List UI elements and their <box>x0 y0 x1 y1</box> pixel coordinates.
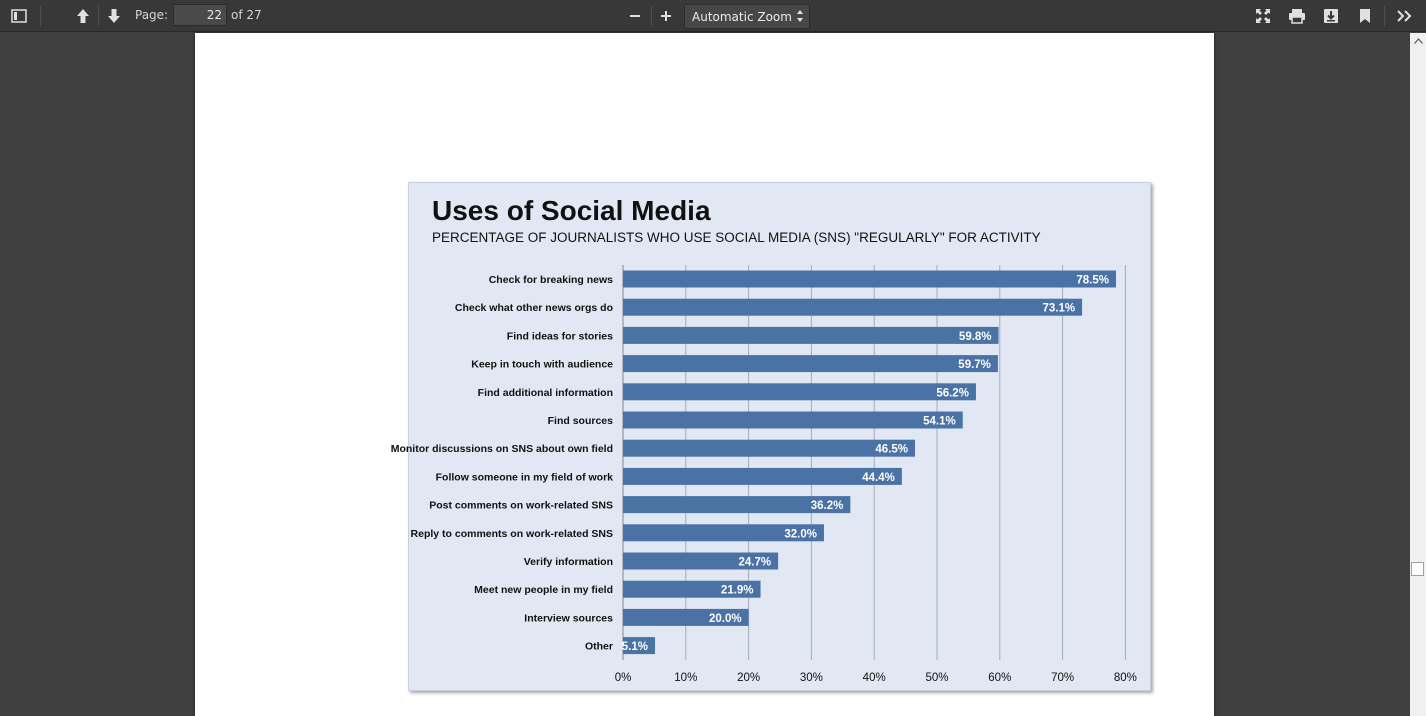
bar-value-label: 21.9% <box>721 585 754 597</box>
page-count: of 27 <box>231 8 262 22</box>
bar-value-label: 73.1% <box>1042 303 1075 315</box>
page-number-input[interactable] <box>173 4 227 26</box>
category-label: Check for breaking news <box>489 274 613 286</box>
bar <box>623 270 1116 288</box>
presentation-mode-icon[interactable] <box>1250 4 1276 28</box>
bar <box>623 355 998 373</box>
category-label: Keep in touch with audience <box>471 359 613 371</box>
category-label: Monitor discussions on SNS about own fie… <box>391 443 613 455</box>
x-tick-label: 40% <box>863 672 886 684</box>
tools-icon[interactable] <box>1392 4 1418 28</box>
category-label: Post comments on work-related SNS <box>429 500 613 512</box>
bar <box>623 298 1083 316</box>
x-tick-label: 10% <box>674 672 697 684</box>
bar-value-label: 32.0% <box>784 528 817 540</box>
bar <box>623 524 824 542</box>
bar <box>623 326 999 344</box>
print-icon[interactable] <box>1284 4 1310 28</box>
scroll-up-icon[interactable] <box>1414 38 1423 44</box>
bar-value-label: 59.7% <box>958 359 991 371</box>
x-tick-label: 60% <box>988 672 1011 684</box>
bar <box>623 383 976 401</box>
category-label: Find additional information <box>478 387 613 399</box>
arrow-down-icon[interactable] <box>101 4 127 28</box>
select-arrows-icon <box>797 10 803 22</box>
bar-value-label: 59.8% <box>959 331 992 343</box>
bar-value-label: 54.1% <box>923 416 956 428</box>
x-tick-label: 0% <box>615 672 632 684</box>
bar <box>623 411 963 429</box>
sidebar-toggle-icon[interactable] <box>6 4 32 28</box>
zoom-out-icon[interactable] <box>622 4 648 28</box>
bar-value-label: 78.5% <box>1076 275 1109 287</box>
zoom-in-icon[interactable] <box>653 4 679 28</box>
download-icon[interactable] <box>1318 4 1344 28</box>
toolbar: Page: of 27 Automatic Zoom <box>0 0 1426 32</box>
bar <box>623 552 779 570</box>
category-label: Other <box>585 641 613 653</box>
zoom-select-value: Automatic Zoom <box>692 10 792 24</box>
zoom-select[interactable]: Automatic Zoom <box>684 4 810 29</box>
chart-subtitle: PERCENTAGE OF JOURNALISTS WHO USE SOCIAL… <box>432 230 1041 245</box>
x-tick-label: 30% <box>800 672 823 684</box>
arrow-up-icon[interactable] <box>70 4 96 28</box>
bar-value-label: 24.7% <box>739 557 772 569</box>
bar <box>623 580 761 598</box>
bar-value-label: 44.4% <box>862 472 895 484</box>
bar <box>623 608 749 626</box>
bar <box>623 637 656 655</box>
bar-value-label: 56.2% <box>936 387 969 399</box>
bar-value-label: 36.2% <box>811 500 844 512</box>
bar <box>623 496 851 514</box>
category-label: Follow someone in my field of work <box>436 471 614 483</box>
x-tick-label: 20% <box>737 672 760 684</box>
scrollbar[interactable] <box>1410 33 1426 716</box>
x-tick-label: 70% <box>1051 672 1074 684</box>
bar-value-label: 5.1% <box>622 641 648 653</box>
category-label: Verify information <box>524 556 613 568</box>
category-label: Meet new people in my field <box>474 584 613 596</box>
category-label: Find ideas for stories <box>507 330 613 342</box>
category-label: Interview sources <box>524 612 613 624</box>
category-label: Check what other news orgs do <box>455 302 613 314</box>
scrollbar-thumb[interactable] <box>1411 562 1424 576</box>
category-label: Find sources <box>548 415 614 427</box>
x-tick-label: 80% <box>1114 672 1137 684</box>
x-tick-label: 50% <box>925 672 948 684</box>
bar-value-label: 20.0% <box>709 613 742 625</box>
category-label: Reply to comments on work-related SNS <box>411 528 613 540</box>
chart-title: Uses of Social Media <box>432 195 711 226</box>
bookmark-icon[interactable] <box>1352 4 1378 28</box>
bar-value-label: 46.5% <box>875 444 908 456</box>
page-label: Page: <box>135 8 169 22</box>
bar <box>623 467 902 485</box>
bar <box>623 439 916 457</box>
chart-card <box>408 182 1151 691</box>
